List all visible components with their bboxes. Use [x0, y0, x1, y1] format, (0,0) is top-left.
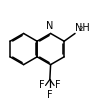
Text: N: N — [46, 21, 53, 31]
Text: NH: NH — [75, 23, 90, 33]
Text: F: F — [55, 80, 61, 90]
Text: 2: 2 — [79, 26, 83, 32]
Text: F: F — [47, 90, 53, 100]
Text: F: F — [39, 80, 45, 90]
